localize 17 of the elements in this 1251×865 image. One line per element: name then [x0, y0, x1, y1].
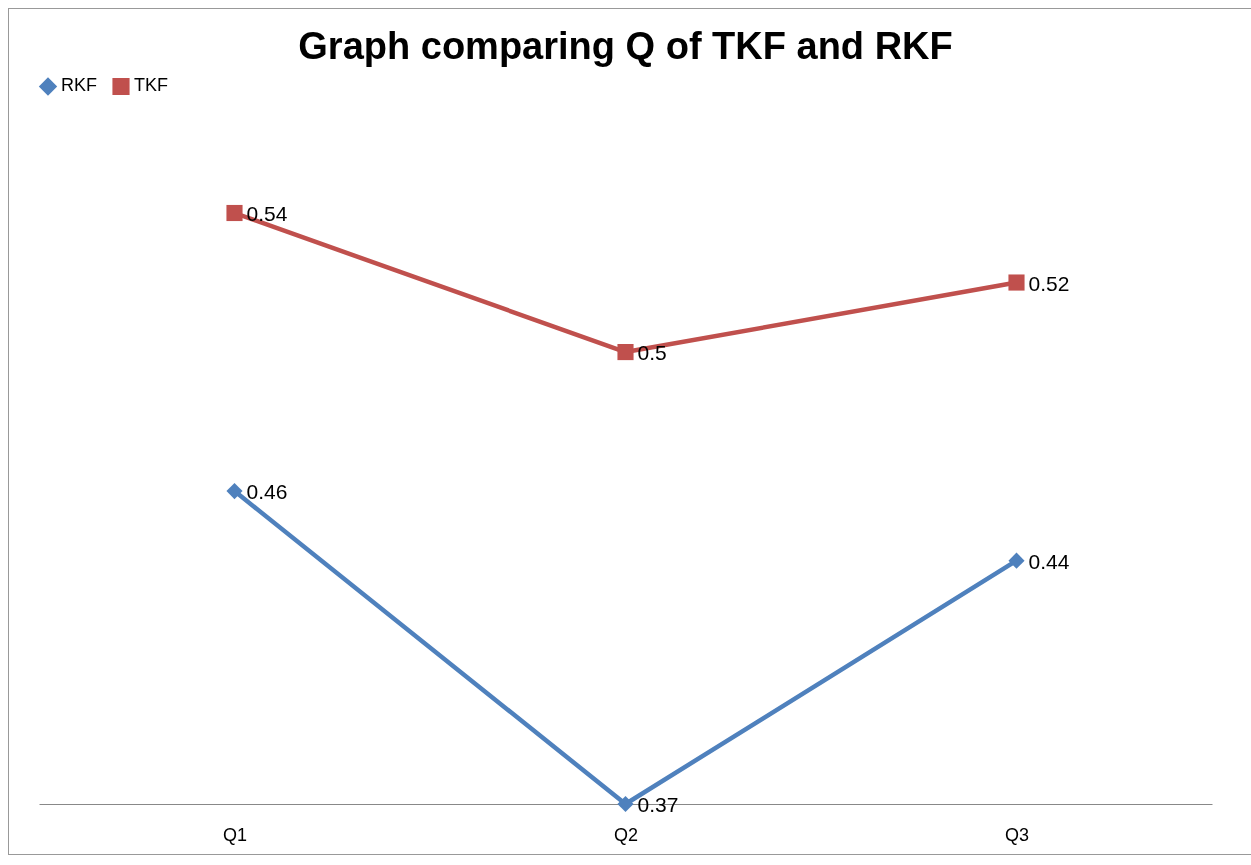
data-label: 0.54 — [246, 202, 288, 225]
point — [1008, 274, 1025, 291]
x-tick-label: Q3 — [1004, 824, 1030, 845]
x-tick-label: Q1 — [222, 824, 248, 845]
point — [1008, 552, 1025, 569]
x-tick-label: Q2 — [613, 824, 639, 845]
data-label: 0.44 — [1028, 549, 1070, 573]
legend-label: TKF — [134, 75, 168, 96]
point — [617, 344, 634, 361]
chart-title: Graph comparing Q of TKF and RKF — [298, 25, 953, 67]
point — [226, 483, 243, 500]
point — [226, 204, 243, 222]
data-label: 0.46 — [246, 480, 288, 504]
point — [617, 795, 634, 813]
legend-label: RKF — [61, 75, 97, 96]
data-label: 0.37 — [637, 793, 679, 816]
data-label: 0.52 — [1028, 271, 1070, 295]
